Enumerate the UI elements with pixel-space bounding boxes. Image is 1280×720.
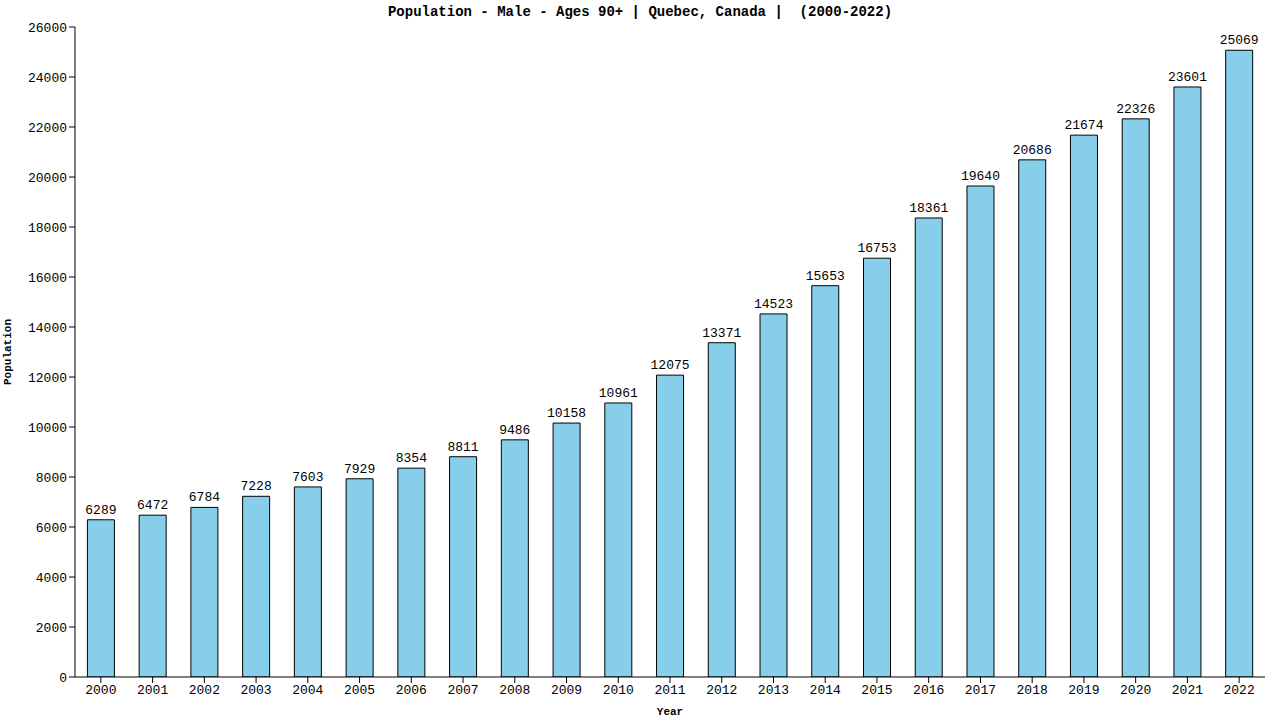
svg-text:Population: Population	[8, 319, 14, 385]
svg-text:2012: 2012	[706, 683, 737, 698]
svg-text:19640: 19640	[961, 169, 1000, 184]
svg-text:25069: 25069	[1220, 33, 1259, 48]
svg-text:2013: 2013	[758, 683, 789, 698]
svg-text:21674: 21674	[1064, 118, 1103, 133]
svg-text:2003: 2003	[240, 683, 271, 698]
svg-text:2021: 2021	[1172, 683, 1203, 698]
svg-text:8811: 8811	[447, 440, 478, 455]
svg-text:14523: 14523	[754, 297, 793, 312]
svg-text:2017: 2017	[965, 683, 996, 698]
svg-text:6784: 6784	[189, 490, 220, 505]
svg-text:2004: 2004	[292, 683, 323, 698]
svg-text:2000: 2000	[36, 621, 67, 636]
svg-text:20000: 20000	[28, 171, 67, 186]
svg-text:15653: 15653	[806, 269, 845, 284]
svg-text:6472: 6472	[137, 498, 168, 513]
svg-text:2019: 2019	[1068, 683, 1099, 698]
svg-text:23601: 23601	[1168, 70, 1207, 85]
svg-text:9486: 9486	[499, 423, 530, 438]
svg-text:6000: 6000	[36, 521, 67, 536]
svg-text:2015: 2015	[861, 683, 892, 698]
svg-text:2020: 2020	[1120, 683, 1151, 698]
svg-text:12000: 12000	[28, 371, 67, 386]
svg-text:0: 0	[59, 671, 67, 686]
svg-text:8354: 8354	[396, 451, 427, 466]
svg-text:26000: 26000	[28, 21, 67, 36]
svg-text:2009: 2009	[551, 683, 582, 698]
svg-text:2005: 2005	[344, 683, 375, 698]
svg-text:7929: 7929	[344, 462, 375, 477]
svg-text:2000: 2000	[85, 683, 116, 698]
svg-text:8000: 8000	[36, 471, 67, 486]
svg-text:2018: 2018	[1017, 683, 1048, 698]
svg-text:2008: 2008	[499, 683, 530, 698]
svg-text:18361: 18361	[909, 201, 948, 216]
svg-text:22000: 22000	[28, 121, 67, 136]
html-text:Population - Male - Ages 90+ |: Population - Male - Ages 90+ | Quebec, C…	[388, 4, 892, 20]
svg-text:13371: 13371	[702, 326, 741, 341]
svg-text:22326: 22326	[1116, 102, 1155, 117]
svg-text:4000: 4000	[36, 571, 67, 586]
svg-text:12075: 12075	[651, 358, 690, 373]
svg-text:2016: 2016	[913, 683, 944, 698]
svg-text:20686: 20686	[1013, 143, 1052, 158]
svg-text:7603: 7603	[292, 470, 323, 485]
svg-text:2022: 2022	[1224, 683, 1255, 698]
svg-text:2002: 2002	[189, 683, 220, 698]
svg-text:14000: 14000	[28, 321, 67, 336]
svg-text:2006: 2006	[396, 683, 427, 698]
svg-text:24000: 24000	[28, 71, 67, 86]
svg-text:10158: 10158	[547, 406, 586, 421]
svg-text:2001: 2001	[137, 683, 168, 698]
svg-text:18000: 18000	[28, 221, 67, 236]
svg-text:10000: 10000	[28, 421, 67, 436]
svg-text:Year: Year	[657, 706, 683, 718]
svg-text:16753: 16753	[857, 241, 896, 256]
svg-text:7228: 7228	[241, 479, 272, 494]
svg-text:2011: 2011	[654, 683, 685, 698]
svg-text:2014: 2014	[810, 683, 841, 698]
svg-text:16000: 16000	[28, 271, 67, 286]
svg-text:2007: 2007	[447, 683, 478, 698]
svg-text:10961: 10961	[599, 386, 638, 401]
svg-text:2010: 2010	[603, 683, 634, 698]
svg-text:6289: 6289	[85, 503, 116, 518]
